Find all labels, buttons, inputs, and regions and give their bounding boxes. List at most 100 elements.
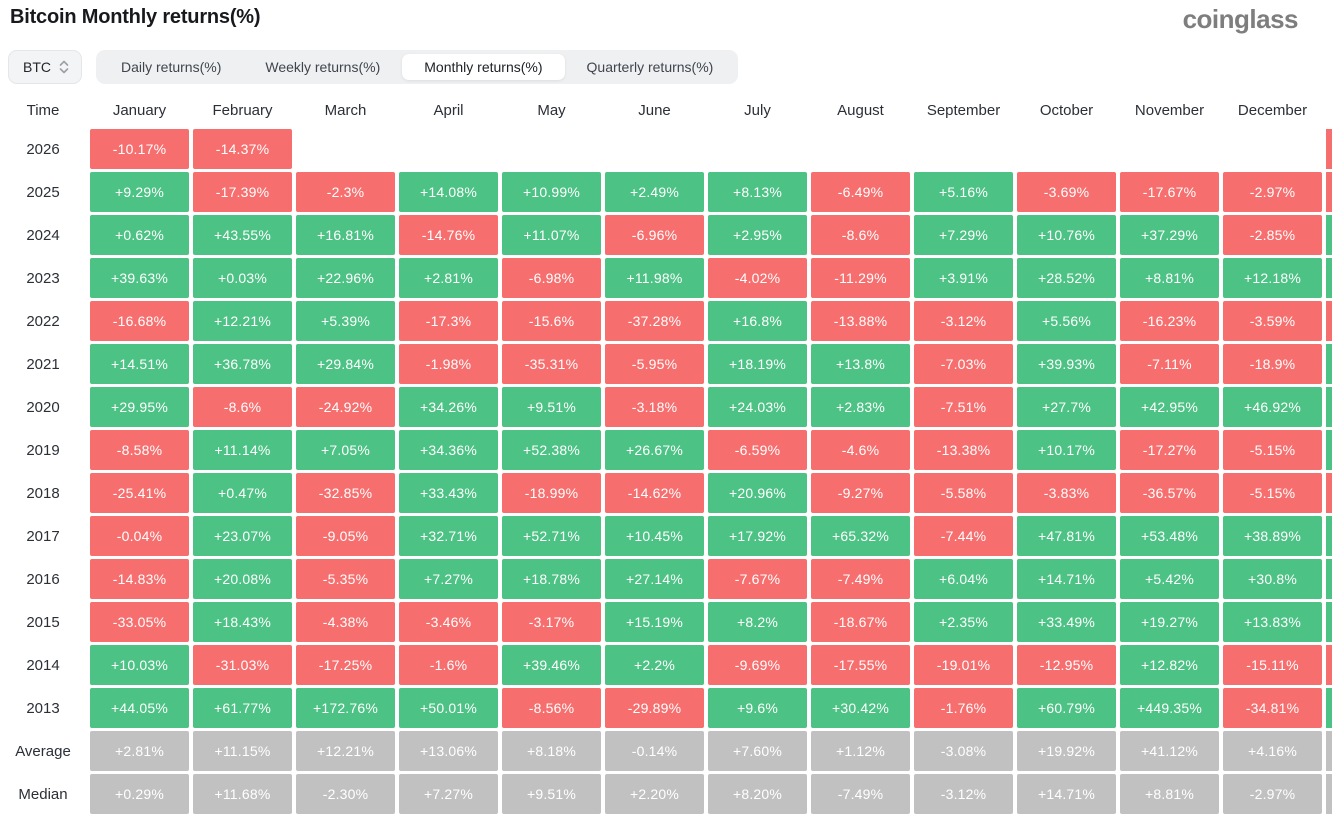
cell-average-may: +8.18% bbox=[502, 731, 601, 771]
cell-2019-april: +34.36% bbox=[399, 430, 498, 470]
empty-cell bbox=[1223, 129, 1322, 169]
cell-2019-july: -6.59% bbox=[708, 430, 807, 470]
empty-cell bbox=[1017, 129, 1116, 169]
row-label-2016: 2016 bbox=[26, 570, 60, 588]
cell-2018-september: -5.58% bbox=[914, 473, 1013, 513]
cell-2013-january: +44.05% bbox=[90, 688, 189, 728]
clipped-yearly-cell-2014 bbox=[1326, 645, 1332, 685]
cell-2017-november: +53.48% bbox=[1120, 516, 1219, 556]
cell-average-april: +13.06% bbox=[399, 731, 498, 771]
cell-average-october: +19.92% bbox=[1017, 731, 1116, 771]
cell-2020-april: +34.26% bbox=[399, 387, 498, 427]
cell-2014-july: -9.69% bbox=[708, 645, 807, 685]
tab-daily-returns[interactable]: Daily returns(%) bbox=[99, 54, 243, 80]
cell-2015-december: +13.83% bbox=[1223, 602, 1322, 642]
cell-2019-june: +26.67% bbox=[605, 430, 704, 470]
cell-2017-december: +38.89% bbox=[1223, 516, 1322, 556]
cell-2014-march: -17.25% bbox=[296, 645, 395, 685]
cell-2024-july: +2.95% bbox=[708, 215, 807, 255]
cell-2015-august: -18.67% bbox=[811, 602, 910, 642]
cell-2025-june: +2.49% bbox=[605, 172, 704, 212]
row-label-2022: 2022 bbox=[26, 312, 60, 330]
clipped-yearly-cell-2019 bbox=[1326, 430, 1332, 470]
cell-2018-august: -9.27% bbox=[811, 473, 910, 513]
cell-2015-october: +33.49% bbox=[1017, 602, 1116, 642]
month-header-october: October bbox=[1039, 101, 1094, 119]
cell-2016-march: -5.35% bbox=[296, 559, 395, 599]
cell-2019-november: -17.27% bbox=[1120, 430, 1219, 470]
cell-2024-february: +43.55% bbox=[193, 215, 292, 255]
cell-2025-february: -17.39% bbox=[193, 172, 292, 212]
cell-2024-august: -8.6% bbox=[811, 215, 910, 255]
cell-2015-april: -3.46% bbox=[399, 602, 498, 642]
cell-2013-august: +30.42% bbox=[811, 688, 910, 728]
month-header-july: July bbox=[744, 101, 771, 119]
cell-2013-november: +449.35% bbox=[1120, 688, 1219, 728]
toolbar: BTC Daily returns(%) Weekly returns(%) Mon… bbox=[8, 50, 1332, 84]
cell-2014-december: -15.11% bbox=[1223, 645, 1322, 685]
cell-average-march: +12.21% bbox=[296, 731, 395, 771]
row-label-2017: 2017 bbox=[26, 527, 60, 545]
cell-2013-july: +9.6% bbox=[708, 688, 807, 728]
cell-2016-august: -7.49% bbox=[811, 559, 910, 599]
symbol-select[interactable]: BTC bbox=[8, 50, 82, 84]
month-header-january: January bbox=[112, 101, 167, 119]
clipped-yearly-cell-2015 bbox=[1326, 602, 1332, 642]
empty-cell bbox=[296, 129, 395, 169]
empty-cell bbox=[399, 129, 498, 169]
empty-cell bbox=[1120, 129, 1219, 169]
page-title: Bitcoin Monthly returns(%) bbox=[10, 6, 261, 28]
month-header-february: February bbox=[212, 101, 273, 119]
cell-2022-december: -3.59% bbox=[1223, 301, 1322, 341]
cell-2020-june: -3.18% bbox=[605, 387, 704, 427]
cell-2023-february: +0.03% bbox=[193, 258, 292, 298]
cell-average-july: +7.60% bbox=[708, 731, 807, 771]
cell-2016-october: +14.71% bbox=[1017, 559, 1116, 599]
cell-2014-october: -12.95% bbox=[1017, 645, 1116, 685]
tab-monthly-returns[interactable]: Monthly returns(%) bbox=[402, 54, 565, 80]
cell-2015-november: +19.27% bbox=[1120, 602, 1219, 642]
cell-2024-september: +7.29% bbox=[914, 215, 1013, 255]
month-header-december: December bbox=[1237, 101, 1308, 119]
cell-median-january: +0.29% bbox=[90, 774, 189, 814]
cell-2025-october: -3.69% bbox=[1017, 172, 1116, 212]
cell-2017-february: +23.07% bbox=[193, 516, 292, 556]
cell-2018-november: -36.57% bbox=[1120, 473, 1219, 513]
returns-period-tabs: Daily returns(%) Weekly returns(%) Monthly… bbox=[96, 50, 739, 84]
cell-2020-august: +2.83% bbox=[811, 387, 910, 427]
clipped-yearly-cell-2016 bbox=[1326, 559, 1332, 599]
row-label-2021: 2021 bbox=[26, 355, 60, 373]
cell-2018-january: -25.41% bbox=[90, 473, 189, 513]
cell-2019-january: -8.58% bbox=[90, 430, 189, 470]
cell-2013-september: -1.76% bbox=[914, 688, 1013, 728]
cell-2018-february: +0.47% bbox=[193, 473, 292, 513]
cell-2025-april: +14.08% bbox=[399, 172, 498, 212]
cell-2024-april: -14.76% bbox=[399, 215, 498, 255]
cell-median-may: +9.51% bbox=[502, 774, 601, 814]
cell-median-october: +14.71% bbox=[1017, 774, 1116, 814]
cell-median-july: +8.20% bbox=[708, 774, 807, 814]
cell-2014-november: +12.82% bbox=[1120, 645, 1219, 685]
tab-quarterly-returns[interactable]: Quarterly returns(%) bbox=[565, 54, 736, 80]
cell-2016-december: +30.8% bbox=[1223, 559, 1322, 599]
month-header-march: March bbox=[324, 101, 367, 119]
cell-2021-november: -7.11% bbox=[1120, 344, 1219, 384]
clipped-yearly-cell-2022 bbox=[1326, 301, 1332, 341]
cell-2022-february: +12.21% bbox=[193, 301, 292, 341]
cell-2020-september: -7.51% bbox=[914, 387, 1013, 427]
tab-weekly-returns[interactable]: Weekly returns(%) bbox=[243, 54, 402, 80]
cell-2023-june: +11.98% bbox=[605, 258, 704, 298]
cell-2014-january: +10.03% bbox=[90, 645, 189, 685]
cell-2024-june: -6.96% bbox=[605, 215, 704, 255]
cell-2020-october: +27.7% bbox=[1017, 387, 1116, 427]
cell-2013-october: +60.79% bbox=[1017, 688, 1116, 728]
cell-2014-april: -1.6% bbox=[399, 645, 498, 685]
cell-2023-january: +39.63% bbox=[90, 258, 189, 298]
cell-2022-march: +5.39% bbox=[296, 301, 395, 341]
cell-2019-october: +10.17% bbox=[1017, 430, 1116, 470]
cell-2022-july: +16.8% bbox=[708, 301, 807, 341]
cell-2025-december: -2.97% bbox=[1223, 172, 1322, 212]
empty-cell bbox=[605, 129, 704, 169]
cell-2022-june: -37.28% bbox=[605, 301, 704, 341]
row-label-2019: 2019 bbox=[26, 441, 60, 459]
